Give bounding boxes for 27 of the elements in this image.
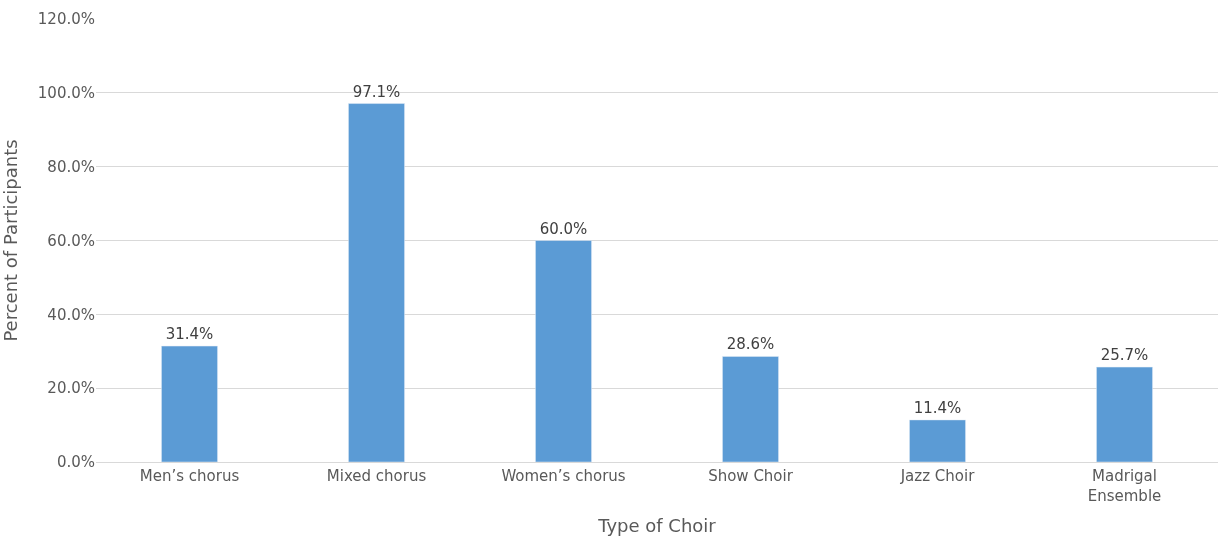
data-label: 11.4% [913, 398, 962, 417]
data-label: 25.7% [1100, 346, 1149, 365]
data-label: 31.4% [165, 325, 214, 344]
y-tick-label: 0.0% [56, 453, 95, 472]
data-label: 97.1% [352, 82, 401, 101]
bar [161, 345, 218, 462]
bar [535, 240, 592, 462]
y-tick-label: 80.0% [47, 157, 95, 176]
bar [1096, 366, 1153, 462]
data-label: 60.0% [539, 219, 588, 238]
y-tick-label: 100.0% [37, 84, 95, 103]
x-tick-label: Jazz Choir [899, 467, 976, 485]
y-tick-label: 40.0% [47, 305, 95, 324]
bar [909, 419, 966, 462]
y-tick-label: 60.0% [47, 231, 95, 250]
x-axis-title: Type of Choir [597, 514, 717, 536]
y-axis-title: Percent of Participants [0, 139, 21, 342]
x-tick-label: Madrigal Ensemble [1087, 467, 1162, 505]
x-tick-label: Mixed chorus [326, 467, 427, 485]
x-tick-label: Men’s chorus [139, 467, 240, 485]
bar [348, 103, 405, 462]
data-label: 28.6% [726, 335, 775, 354]
x-tick-label: Women’s chorus [501, 467, 626, 485]
y-tick-label: 120.0% [37, 10, 95, 29]
x-tick-label: Show Choir [708, 467, 794, 485]
y-tick-label: 20.0% [47, 379, 95, 398]
bar [722, 356, 779, 462]
